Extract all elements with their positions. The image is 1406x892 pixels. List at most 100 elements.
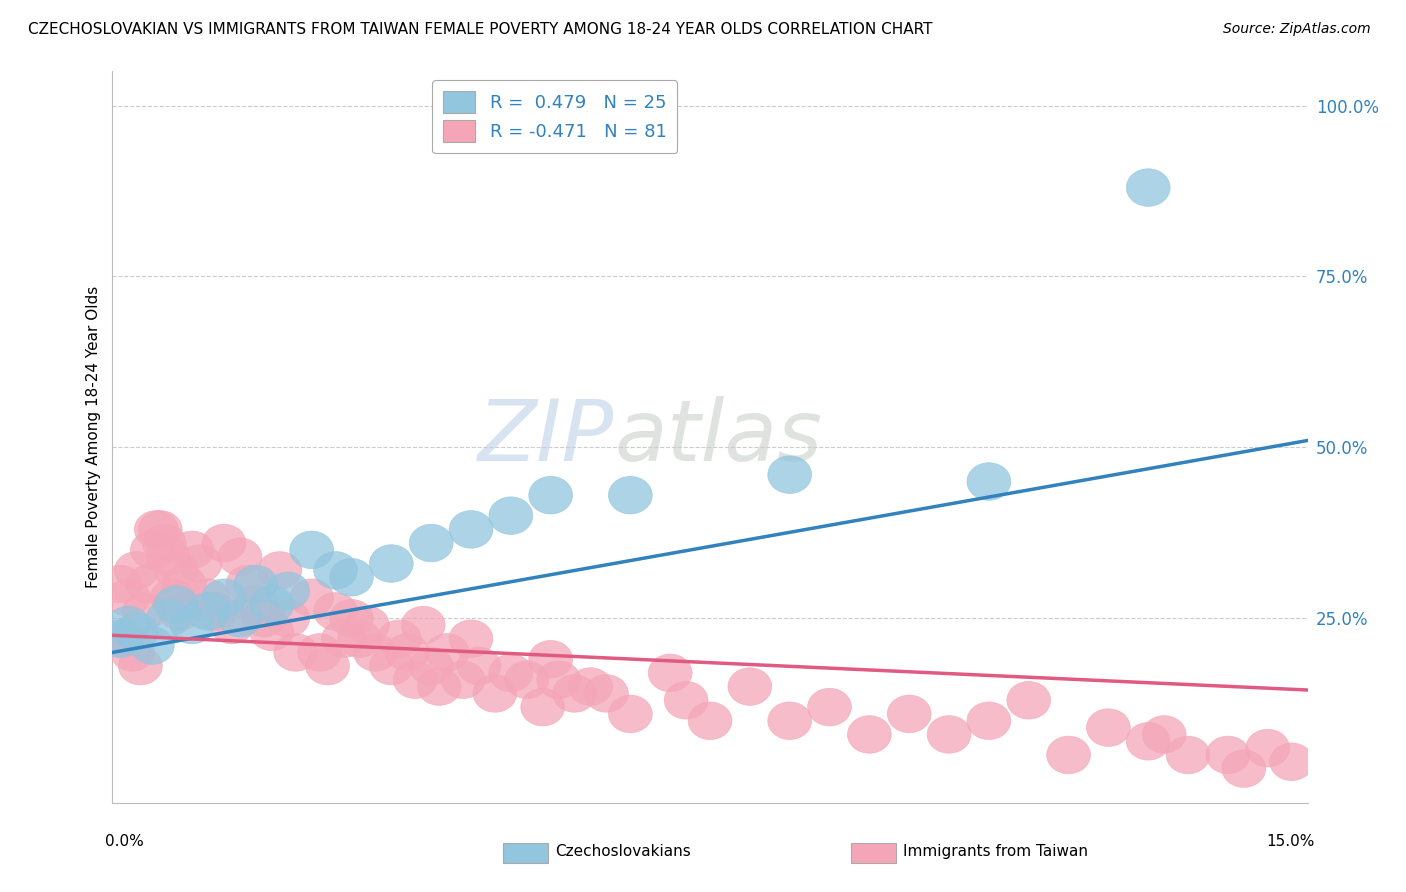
Ellipse shape xyxy=(377,620,422,657)
Ellipse shape xyxy=(314,551,357,590)
Ellipse shape xyxy=(967,463,1011,500)
Ellipse shape xyxy=(537,661,581,698)
Ellipse shape xyxy=(233,586,278,624)
Ellipse shape xyxy=(114,551,159,590)
Text: 0.0%: 0.0% xyxy=(105,834,145,849)
Text: Immigrants from Taiwan: Immigrants from Taiwan xyxy=(903,845,1088,859)
Ellipse shape xyxy=(226,566,270,603)
Text: atlas: atlas xyxy=(614,395,823,479)
Ellipse shape xyxy=(127,566,170,603)
Ellipse shape xyxy=(155,551,198,590)
Ellipse shape xyxy=(807,689,852,726)
Ellipse shape xyxy=(107,607,150,644)
Ellipse shape xyxy=(529,476,572,514)
Ellipse shape xyxy=(409,648,453,685)
Ellipse shape xyxy=(233,566,278,603)
Ellipse shape xyxy=(209,607,254,644)
Ellipse shape xyxy=(609,476,652,514)
Ellipse shape xyxy=(768,702,811,739)
Ellipse shape xyxy=(967,702,1011,739)
Ellipse shape xyxy=(768,456,811,493)
Ellipse shape xyxy=(489,654,533,691)
Ellipse shape xyxy=(927,715,972,753)
Ellipse shape xyxy=(202,579,246,616)
Ellipse shape xyxy=(1270,743,1313,780)
Ellipse shape xyxy=(290,579,333,616)
Ellipse shape xyxy=(218,538,262,575)
Ellipse shape xyxy=(688,702,733,739)
Ellipse shape xyxy=(441,661,485,698)
Ellipse shape xyxy=(114,613,159,650)
Ellipse shape xyxy=(353,633,398,671)
Ellipse shape xyxy=(346,607,389,644)
Ellipse shape xyxy=(418,668,461,706)
Ellipse shape xyxy=(150,579,194,616)
Ellipse shape xyxy=(142,524,186,562)
Ellipse shape xyxy=(305,648,350,685)
Ellipse shape xyxy=(250,613,294,650)
Ellipse shape xyxy=(409,524,453,562)
Ellipse shape xyxy=(122,592,166,630)
Ellipse shape xyxy=(1166,736,1211,773)
Ellipse shape xyxy=(728,668,772,706)
Ellipse shape xyxy=(111,633,155,671)
Ellipse shape xyxy=(585,674,628,712)
Ellipse shape xyxy=(186,579,231,616)
Ellipse shape xyxy=(155,586,198,624)
Ellipse shape xyxy=(250,586,294,624)
Ellipse shape xyxy=(118,648,162,685)
Ellipse shape xyxy=(1046,736,1091,773)
Ellipse shape xyxy=(1126,169,1170,206)
Ellipse shape xyxy=(609,695,652,732)
Ellipse shape xyxy=(218,599,262,637)
Ellipse shape xyxy=(322,620,366,657)
Ellipse shape xyxy=(329,558,374,596)
Ellipse shape xyxy=(449,620,494,657)
Ellipse shape xyxy=(1142,715,1187,753)
Ellipse shape xyxy=(1126,723,1170,760)
Ellipse shape xyxy=(329,599,374,637)
Ellipse shape xyxy=(274,633,318,671)
Ellipse shape xyxy=(314,592,357,630)
Ellipse shape xyxy=(202,524,246,562)
Ellipse shape xyxy=(146,538,190,575)
Ellipse shape xyxy=(98,620,142,657)
Ellipse shape xyxy=(103,620,146,657)
Ellipse shape xyxy=(162,566,207,603)
Ellipse shape xyxy=(242,599,285,637)
Ellipse shape xyxy=(337,620,381,657)
Ellipse shape xyxy=(848,715,891,753)
Ellipse shape xyxy=(257,551,302,590)
Ellipse shape xyxy=(179,545,222,582)
Text: ZIP: ZIP xyxy=(478,395,614,479)
Ellipse shape xyxy=(401,607,446,644)
Ellipse shape xyxy=(394,661,437,698)
Ellipse shape xyxy=(520,689,565,726)
Ellipse shape xyxy=(131,531,174,569)
Text: 15.0%: 15.0% xyxy=(1267,834,1315,849)
Y-axis label: Female Poverty Among 18-24 Year Olds: Female Poverty Among 18-24 Year Olds xyxy=(86,286,101,588)
Ellipse shape xyxy=(489,497,533,534)
Text: CZECHOSLOVAKIAN VS IMMIGRANTS FROM TAIWAN FEMALE POVERTY AMONG 18-24 YEAR OLDS C: CZECHOSLOVAKIAN VS IMMIGRANTS FROM TAIWA… xyxy=(28,22,932,37)
Ellipse shape xyxy=(887,695,931,732)
Ellipse shape xyxy=(298,633,342,671)
Ellipse shape xyxy=(529,640,572,678)
Ellipse shape xyxy=(266,599,309,637)
Ellipse shape xyxy=(131,627,174,665)
Ellipse shape xyxy=(290,531,333,569)
Ellipse shape xyxy=(170,531,214,569)
Ellipse shape xyxy=(170,607,214,644)
Ellipse shape xyxy=(425,633,470,671)
Ellipse shape xyxy=(568,668,613,706)
Ellipse shape xyxy=(664,681,709,719)
Ellipse shape xyxy=(1087,709,1130,747)
Ellipse shape xyxy=(553,674,596,712)
Ellipse shape xyxy=(1206,736,1250,773)
Ellipse shape xyxy=(385,633,429,671)
Ellipse shape xyxy=(1007,681,1050,719)
Ellipse shape xyxy=(505,661,548,698)
Ellipse shape xyxy=(1246,730,1289,767)
Ellipse shape xyxy=(648,654,692,691)
Ellipse shape xyxy=(186,592,231,630)
Ellipse shape xyxy=(98,566,142,603)
